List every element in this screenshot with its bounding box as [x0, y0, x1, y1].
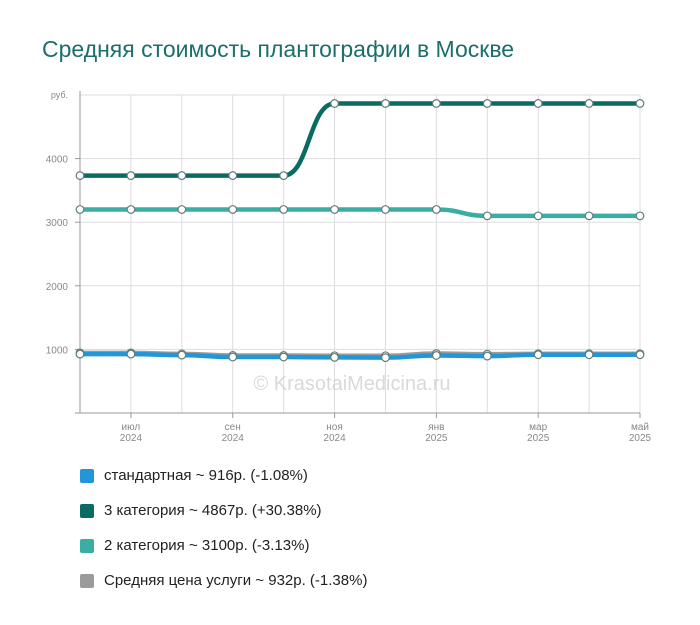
series-line: [77, 101, 643, 178]
x-tick-label-year: 2024: [120, 433, 143, 444]
legend-label: стандартная ~ 916р. (-1.08%): [104, 467, 308, 484]
y-tick-label: 2000: [46, 282, 69, 293]
x-tick-label-month: мар: [529, 422, 547, 433]
data-point: [584, 350, 594, 360]
series-стандартная: [75, 349, 645, 363]
data-point: [177, 171, 187, 180]
data-point: [228, 205, 238, 214]
data-point: [533, 99, 543, 108]
data-point: [228, 352, 238, 362]
series-3-категория: [75, 99, 645, 180]
y-tick-label: 1000: [46, 345, 69, 356]
x-tick-label-month: сен: [225, 422, 241, 433]
x-tick-label-month: май: [631, 422, 649, 433]
x-tick-label-month: июл: [122, 422, 141, 433]
data-point: [75, 171, 85, 180]
data-point: [177, 205, 187, 214]
data-point: [228, 171, 238, 180]
series-line: [77, 207, 643, 219]
series-2-категория: [75, 205, 645, 221]
data-point: [126, 349, 136, 359]
legend-swatch: [80, 573, 94, 588]
data-point: [635, 99, 645, 108]
data-point: [126, 205, 136, 214]
data-point: [177, 350, 187, 360]
legend-label: 2 категория ~ 3100р. (-3.13%): [104, 537, 310, 554]
x-tick-label-month: ноя: [326, 422, 343, 433]
watermark: © KrasotaiMedicina.ru: [253, 373, 450, 395]
data-point: [584, 211, 594, 221]
line-chart: 1000200030004000руб.июл2024сен2024ноя202…: [46, 90, 652, 444]
series-line: [77, 351, 643, 360]
data-point: [330, 352, 339, 362]
data-point: [126, 171, 136, 180]
y-tick-label: 3000: [46, 218, 69, 229]
legend-item-category-3[interactable]: 3 категория ~ 4867р. (+30.38%): [80, 493, 367, 528]
legend-item-category-2[interactable]: 2 категория ~ 3100р. (-3.13%): [80, 528, 367, 563]
x-tick-label-year: 2024: [222, 433, 245, 444]
data-point: [431, 351, 441, 360]
data-point: [330, 99, 339, 108]
x-tick-label-year: 2024: [323, 433, 346, 444]
data-point: [330, 205, 339, 214]
data-point: [381, 205, 390, 214]
legend-label: 3 категория ~ 4867р. (+30.38%): [104, 502, 322, 519]
data-point: [279, 205, 289, 214]
data-point: [533, 350, 543, 360]
x-tick-label-year: 2025: [629, 433, 652, 444]
x-tick-label-year: 2025: [425, 433, 448, 444]
data-point: [381, 353, 390, 363]
data-point: [584, 99, 594, 108]
legend: стандартная ~ 916р. (-1.08%) 3 категория…: [80, 458, 367, 598]
data-point: [635, 211, 645, 221]
legend-swatch: [80, 538, 94, 553]
legend-item-standard[interactable]: стандартная ~ 916р. (-1.08%): [80, 458, 367, 493]
data-point: [635, 350, 645, 360]
data-point: [381, 99, 390, 108]
data-point: [279, 171, 289, 180]
legend-item-average[interactable]: Средняя цена услуги ~ 932р. (-1.38%): [80, 563, 367, 598]
data-point: [431, 205, 441, 214]
data-point: [279, 352, 289, 362]
legend-swatch: [80, 468, 94, 483]
data-point: [75, 205, 85, 214]
y-tick-label: 4000: [46, 155, 69, 166]
data-point: [533, 211, 543, 221]
x-tick-label-year: 2025: [527, 433, 550, 444]
chart-title: Средняя стоимость плантографии в Москве: [42, 36, 515, 62]
y-unit-label: руб.: [51, 90, 68, 100]
data-point: [431, 99, 441, 108]
data-point: [482, 351, 492, 361]
legend-swatch: [80, 503, 94, 518]
data-point: [482, 99, 492, 108]
data-point: [482, 211, 492, 221]
x-tick-label-month: янв: [428, 422, 444, 433]
data-point: [75, 349, 85, 359]
legend-label: Средняя цена услуги ~ 932р. (-1.38%): [104, 572, 368, 589]
